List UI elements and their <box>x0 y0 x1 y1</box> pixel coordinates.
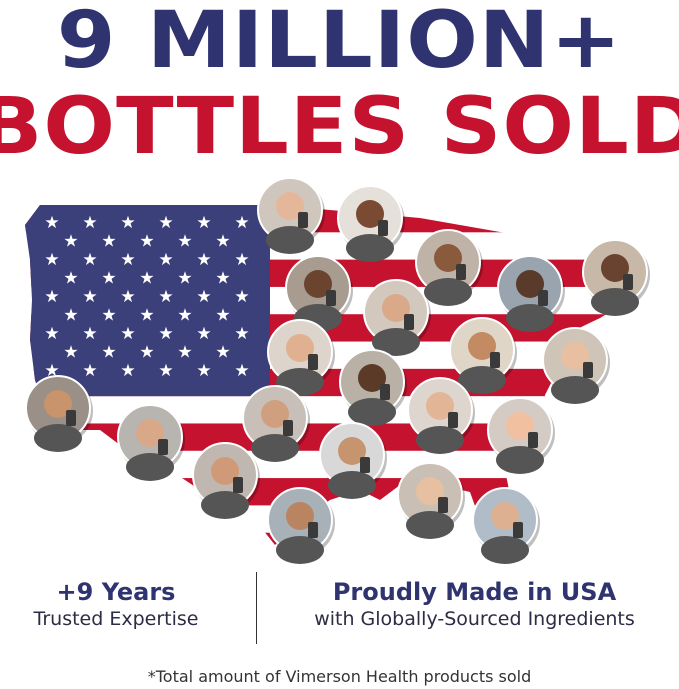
star-icon: ★ <box>82 213 97 233</box>
star-icon: ★ <box>196 250 211 270</box>
years-title: +9 Years <box>56 578 176 606</box>
years-stat: +9 Years Trusted Expertise <box>0 578 232 630</box>
star-icon: ★ <box>139 269 154 289</box>
star-icon: ★ <box>139 306 154 326</box>
customer-photo <box>472 487 540 564</box>
star-icon: ★ <box>234 287 249 307</box>
flag-canton <box>25 205 270 397</box>
star-icon: ★ <box>158 213 173 233</box>
star-icon: ★ <box>44 324 59 344</box>
star-icon: ★ <box>158 250 173 270</box>
star-icon: ★ <box>101 306 116 326</box>
star-icon: ★ <box>234 250 249 270</box>
star-icon: ★ <box>82 361 97 381</box>
customer-photo <box>497 255 565 332</box>
star-icon: ★ <box>120 361 135 381</box>
star-icon: ★ <box>215 269 230 289</box>
customer-photo <box>25 375 93 452</box>
star-icon: ★ <box>139 343 154 363</box>
star-icon: ★ <box>234 361 249 381</box>
star-icon: ★ <box>177 343 192 363</box>
customer-photo <box>582 239 650 316</box>
star-icon: ★ <box>101 269 116 289</box>
flag-stripe <box>25 505 640 534</box>
customer-photo <box>117 404 185 481</box>
star-icon: ★ <box>215 306 230 326</box>
star-icon: ★ <box>196 287 211 307</box>
divider <box>256 572 257 644</box>
customer-photo <box>397 462 465 539</box>
customer-photo <box>449 317 517 394</box>
star-icon: ★ <box>44 287 59 307</box>
star-icon: ★ <box>101 343 116 363</box>
years-subtitle: Trusted Expertise <box>33 608 199 630</box>
star-icon: ★ <box>120 250 135 270</box>
flag-stripe <box>25 532 640 545</box>
star-icon: ★ <box>82 250 97 270</box>
star-icon: ★ <box>177 232 192 252</box>
star-icon: ★ <box>158 324 173 344</box>
star-icon: ★ <box>44 250 59 270</box>
star-icon: ★ <box>82 324 97 344</box>
star-icon: ★ <box>63 232 78 252</box>
star-icon: ★ <box>120 287 135 307</box>
star-icon: ★ <box>234 213 249 233</box>
footnote: *Total amount of Vimerson Health product… <box>147 667 532 686</box>
customer-photo <box>242 385 310 462</box>
star-icon: ★ <box>196 361 211 381</box>
customer-photo <box>267 319 335 396</box>
made-in-usa-stat: Proudly Made in USA with Globally-Source… <box>270 578 679 630</box>
headline-line-1: 9 MILLION+ <box>56 0 623 86</box>
star-icon: ★ <box>177 306 192 326</box>
star-icon: ★ <box>44 213 59 233</box>
star-icon: ★ <box>234 324 249 344</box>
customer-photo <box>487 397 555 474</box>
star-icon: ★ <box>63 269 78 289</box>
star-icon: ★ <box>63 343 78 363</box>
customer-photo <box>267 487 335 564</box>
star-icon: ★ <box>196 324 211 344</box>
star-icon: ★ <box>215 343 230 363</box>
star-icon: ★ <box>120 213 135 233</box>
customer-photo <box>319 422 387 499</box>
customer-photo <box>192 442 260 519</box>
customer-photo <box>407 377 475 454</box>
customer-photo <box>363 279 431 356</box>
star-icon: ★ <box>82 287 97 307</box>
star-icon: ★ <box>158 287 173 307</box>
star-icon: ★ <box>215 232 230 252</box>
made-in-usa-title: Proudly Made in USA <box>332 578 617 606</box>
customer-photo <box>415 229 483 306</box>
usa-flag-map: ★ ★ ★ ★ ★ ★★ ★ ★ ★ ★★ ★ ★ ★ ★ ★★ ★ ★ ★ ★★ ★ ★ ★ ★ ★★ ★ ★ ★ ★★ ★ ★ ★ ★ ★★… <box>25 177 650 564</box>
star-icon: ★ <box>158 361 173 381</box>
star-icon: ★ <box>101 232 116 252</box>
customer-photo <box>339 349 407 426</box>
customer-photo <box>542 327 610 404</box>
made-in-usa-subtitle: with Globally-Sourced Ingredients <box>314 608 635 630</box>
customer-photo <box>337 185 405 262</box>
star-icon: ★ <box>196 213 211 233</box>
headline-line-2: BOTTLES SOLD <box>0 82 679 172</box>
star-icon: ★ <box>63 306 78 326</box>
customer-photo <box>257 177 325 254</box>
star-icon: ★ <box>177 269 192 289</box>
star-icon: ★ <box>120 324 135 344</box>
star-icon: ★ <box>139 232 154 252</box>
